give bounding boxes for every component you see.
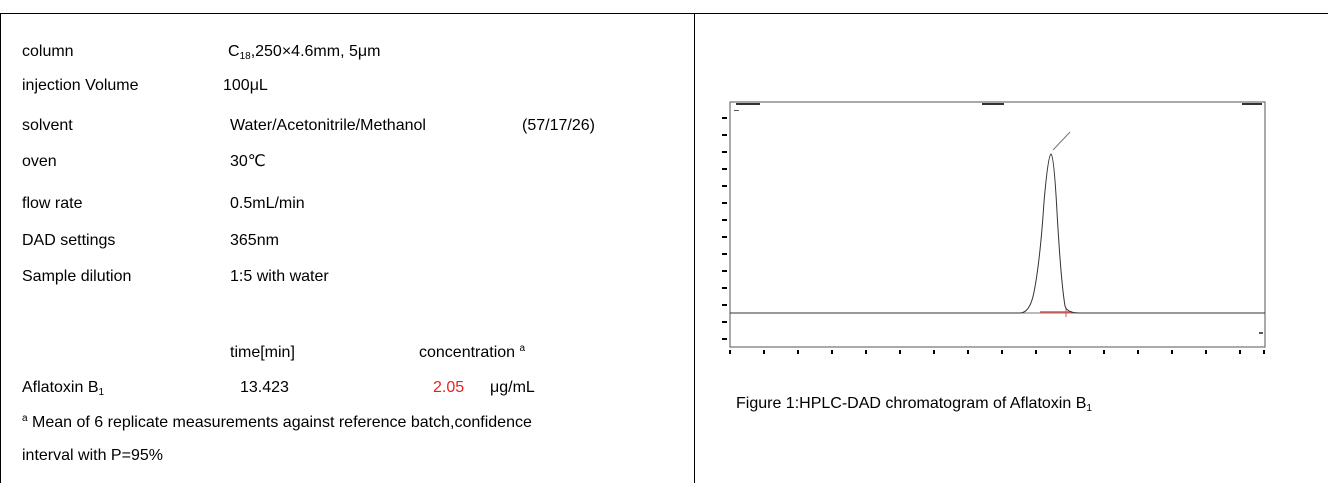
param-label: column [22, 43, 74, 60]
analyte-name: Aflatoxin B1 [22, 379, 105, 398]
param-label: injection Volume [22, 77, 139, 94]
header-mark-left [736, 103, 760, 105]
figure-caption: Figure 1:HPLC-DAD chromatogram of Aflato… [736, 395, 1092, 414]
footnote-text: a Mean of 6 replicate measurements again… [22, 413, 532, 432]
param-value: Water/Acetonitrile/Methanol [230, 117, 426, 134]
param-label: solvent [22, 117, 73, 134]
param-label: oven [22, 153, 57, 170]
header-mark-small [734, 110, 739, 111]
param-value: 0.5mL/min [230, 195, 305, 212]
header-mark-right [1242, 103, 1262, 105]
y-axis-ticks [722, 117, 727, 340]
footnote-text: interval with P=95% [22, 447, 163, 464]
retention-time: 13.423 [240, 379, 289, 396]
header-mark-center [982, 103, 1004, 105]
param-value: 365nm [230, 232, 279, 249]
table-top-border [0, 13, 1328, 14]
peak-label-mark [1052, 131, 1071, 151]
param-value: C18,250×4.6mm, 5μm [228, 43, 381, 62]
param-value: 30℃ [230, 153, 266, 170]
plot-frame [729, 101, 1266, 348]
header-concentration: concentration a [419, 343, 526, 362]
x-axis-ticks [729, 350, 1265, 354]
param-label: DAD settings [22, 232, 116, 249]
param-value: 100μL [223, 77, 268, 94]
aflatoxin-peak-trace [730, 153, 1265, 314]
table-left-border [0, 13, 1, 483]
header-time: time[min] [230, 344, 295, 361]
chromatogram-figure [722, 101, 1266, 354]
concentration-unit: μg/mL [490, 379, 535, 396]
param-label: Sample dilution [22, 268, 132, 285]
param-value: 1:5 with water [230, 268, 329, 285]
right-edge-mark [1259, 332, 1263, 334]
table-column-divider [694, 13, 695, 483]
param-extra: (57/17/26) [522, 117, 595, 134]
concentration-value: 2.05 [433, 379, 465, 396]
param-label: flow rate [22, 195, 83, 212]
